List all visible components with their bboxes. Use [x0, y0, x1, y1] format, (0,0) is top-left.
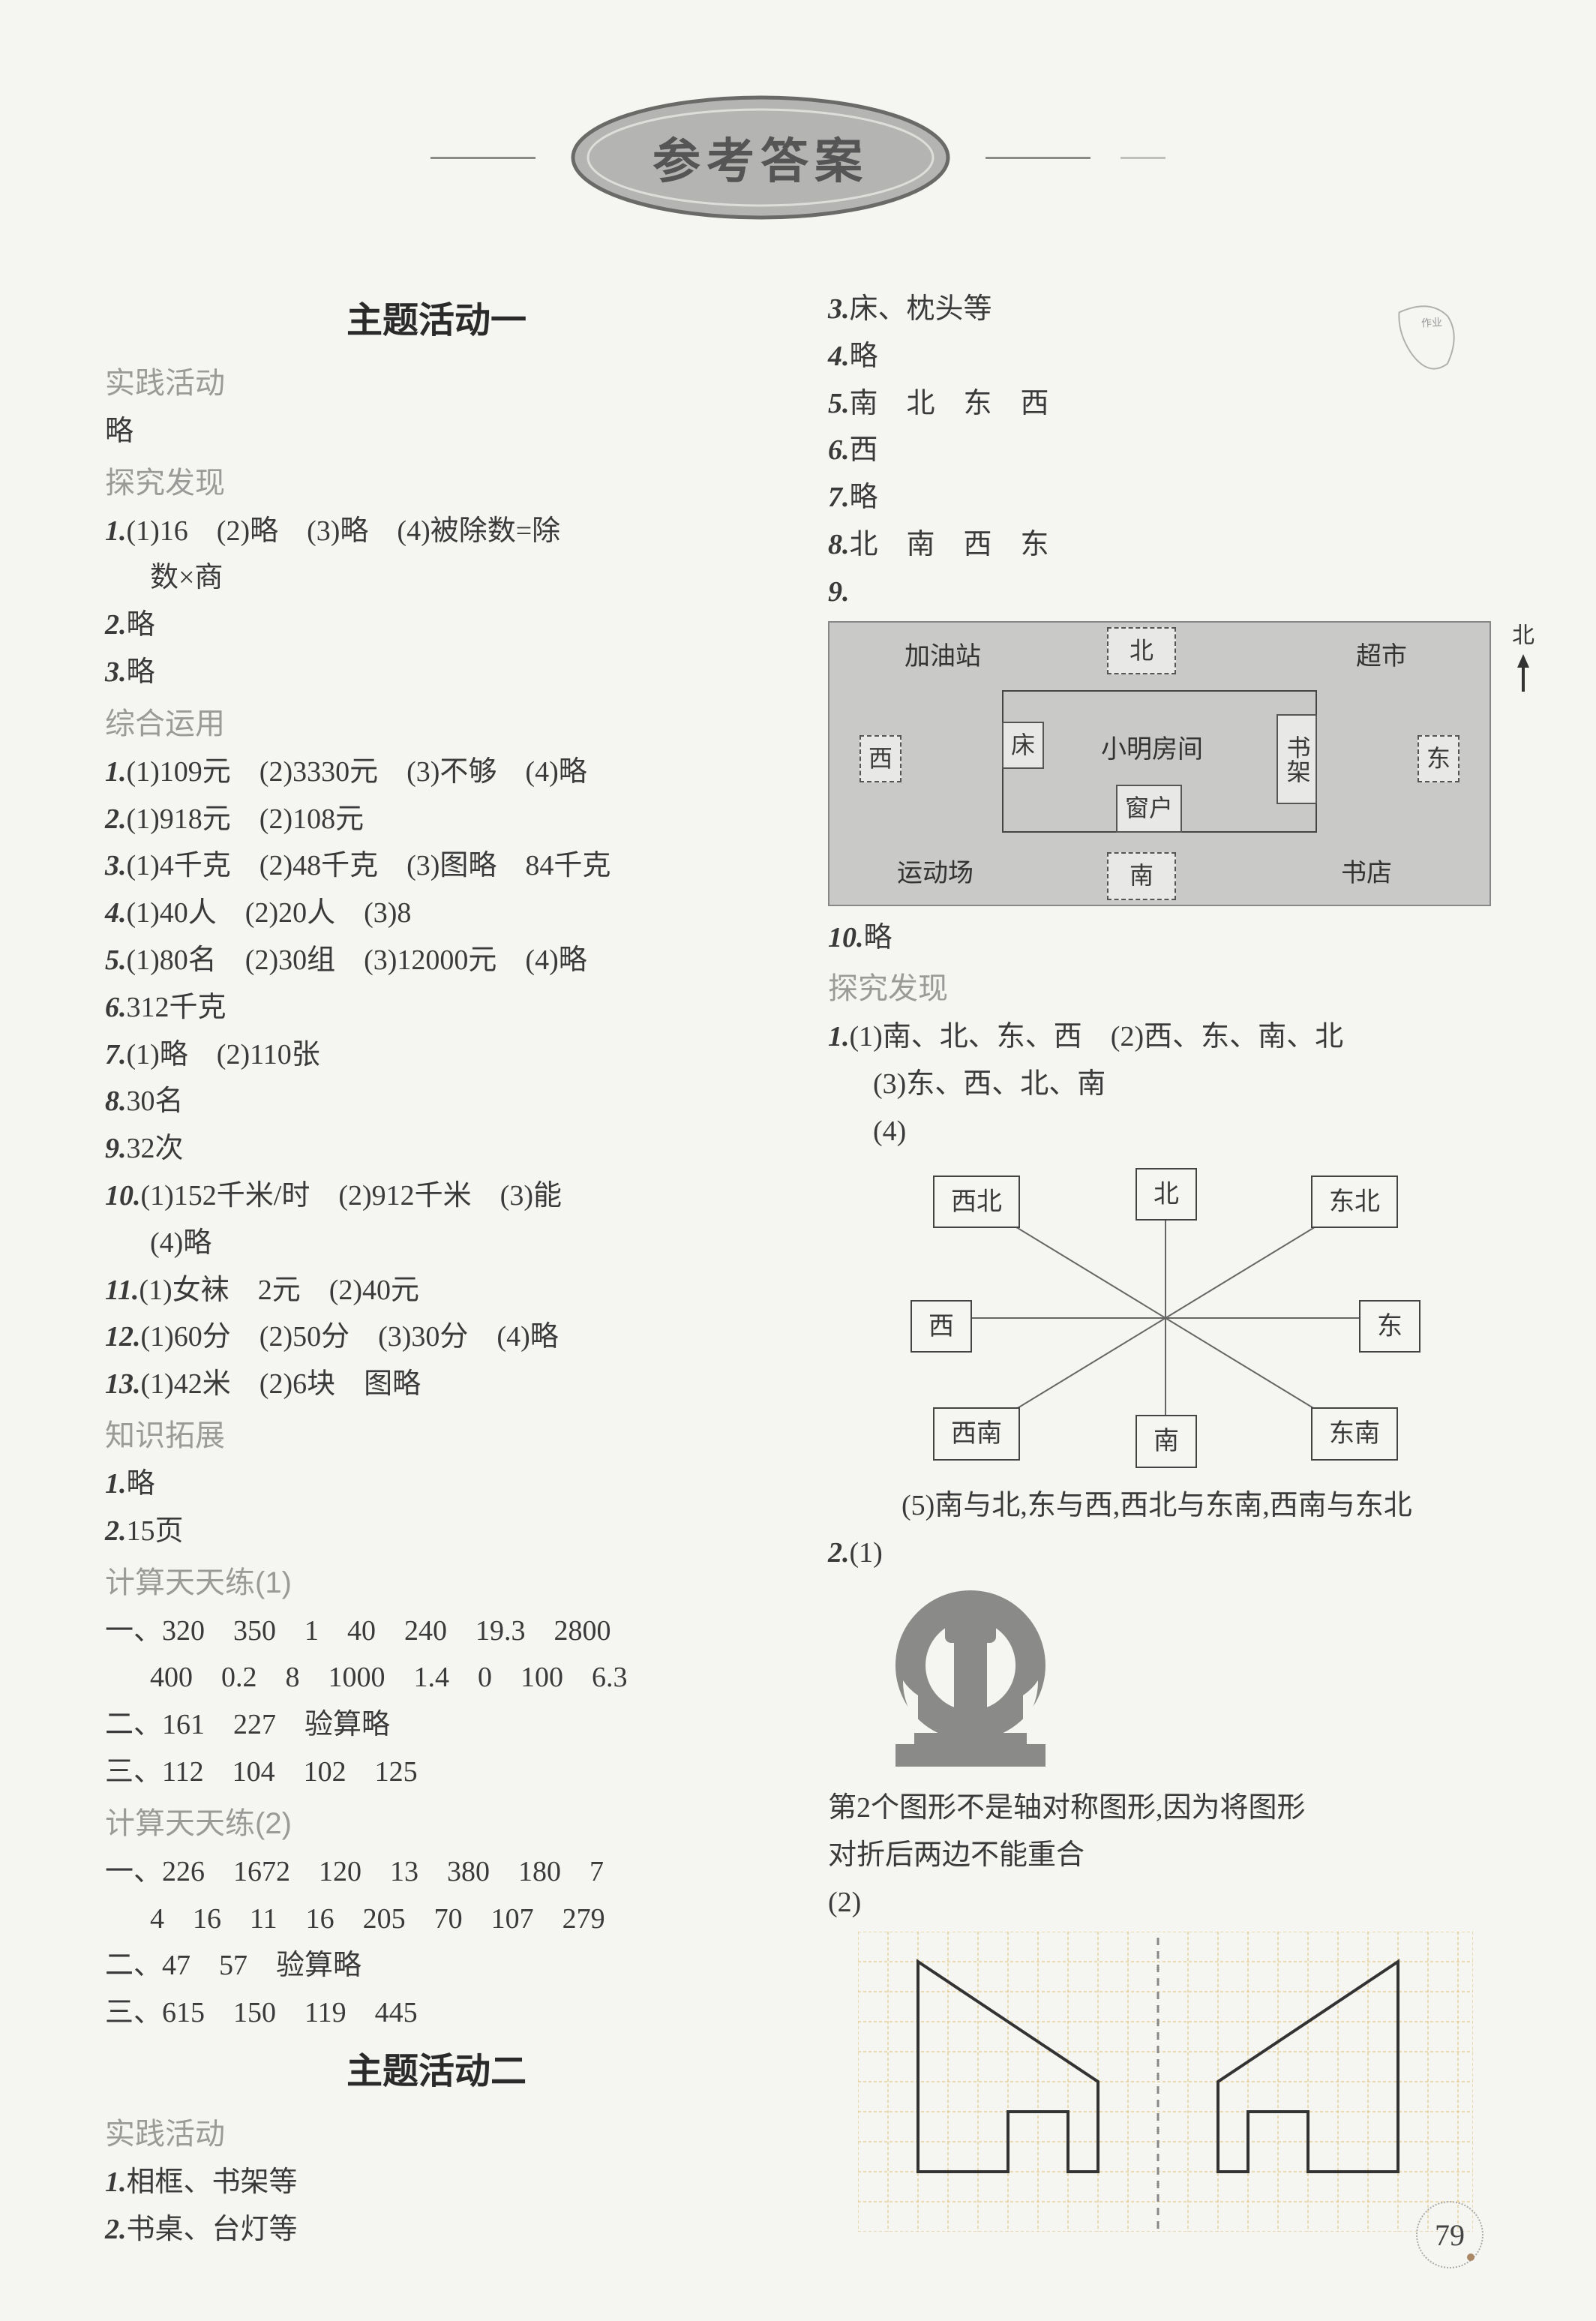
label-bookstore: 书店 [1341, 853, 1392, 893]
compass-sw: 西南 [933, 1407, 1020, 1460]
box-east: 东 [1418, 735, 1460, 782]
section-title-2: 主题活动二 [105, 2043, 768, 2101]
railway-logo-icon [873, 1583, 1068, 1778]
right-column: 作业 3.床、枕头等 4.略 5.南 北 东 西 6.西 7.略 8.北 南 西… [828, 285, 1491, 2253]
box-window: 窗户 [1116, 785, 1182, 832]
box-shelf: 书架 [1276, 714, 1317, 804]
grid-lines [858, 1932, 1473, 2232]
subheading-apply: 综合运用 [105, 700, 768, 748]
answer-text: 8.30名 [105, 1079, 768, 1124]
answer-text: 11.(1)女袜 2元 (2)40元 [105, 1268, 768, 1314]
room-inner: 床 小明房间 窗户 书架 [1002, 690, 1317, 833]
answer-text: 二、161 227 验算略 [105, 1702, 768, 1748]
answer-text: 1.略 [105, 1461, 768, 1507]
compass-n: 北 [1136, 1168, 1197, 1221]
answer-text: 4.略 [828, 334, 1491, 380]
answer-text: 二、47 57 验算略 [105, 1943, 768, 1989]
subheading-explore: 探究发现 [105, 459, 768, 507]
svg-text:作业: 作业 [1421, 317, 1443, 329]
symmetry-grid-diagram [858, 1932, 1473, 2232]
answer-text: 6.西 [828, 428, 1491, 473]
answer-text: 12.(1)60分 (2)50分 (3)30分 (4)略 [105, 1314, 768, 1360]
answer-text: 3.略 [105, 650, 768, 695]
answer-text: 2.书桌、台灯等 [105, 2207, 768, 2253]
answer-text: 2.(1) [828, 1530, 1491, 1576]
answer-text: 5.南 北 东 西 [828, 381, 1491, 427]
subheading-practice2: 实践活动 [105, 2110, 768, 2158]
compass-ne: 东北 [1311, 1176, 1398, 1228]
compass-se: 东南 [1311, 1407, 1398, 1460]
answer-text: 1.相框、书架等 [105, 2160, 768, 2205]
page-title-banner: 参考答案 [105, 90, 1491, 225]
answer-text: 8.北 南 西 东 [828, 522, 1491, 568]
left-column: 主题活动一 实践活动 略 探究发现 1.1.(1)16 (2)略 (3)略 (4… [105, 285, 768, 2253]
north-arrow-icon: 北 [1512, 618, 1534, 703]
answer-text: 400 0.2 8 1000 1.4 0 100 6.3 [105, 1655, 768, 1701]
label-room: 小明房间 [1101, 729, 1203, 770]
answer-text: 2.15页 [105, 1509, 768, 1554]
label-supermarket: 超市 [1356, 636, 1407, 677]
answer-text: 9.32次 [105, 1126, 768, 1172]
compass-nw: 西北 [933, 1176, 1020, 1228]
title-line-left [430, 157, 536, 159]
room-diagram: 北 加油站 北 超市 西 床 小明房间 窗户 书架 东 运动场 南 书店 [828, 621, 1491, 906]
answer-text: 2.略 [105, 602, 768, 648]
answer-text: 2.(1)918元 (2)108元 [105, 797, 768, 842]
box-bed: 床 [1002, 722, 1044, 769]
page-title: 参考答案 [566, 90, 956, 225]
answer-text: 3.床、枕头等 [828, 287, 1491, 332]
answer-text: 一、320 350 1 40 240 19.3 2800 [105, 1608, 768, 1654]
answer-text: 6.312千克 [105, 985, 768, 1031]
north-label: 北 [1512, 623, 1534, 648]
answer-text: 一、226 1672 120 13 380 180 7 [105, 1849, 768, 1895]
page-number: 79 [1416, 2201, 1484, 2268]
section-title-1: 主题活动一 [105, 293, 768, 350]
box-north: 北 [1107, 627, 1176, 674]
answer-text: 1.(1)南、北、东、西 (2)西、东、南、北 [828, 1014, 1491, 1060]
answer-text: 10.(1)152千米/时 (2)912千米 (3)能 [105, 1173, 768, 1219]
box-west: 西 [860, 735, 902, 782]
answer-text: 7.(1)略 (2)110张 [105, 1032, 768, 1078]
compass-e: 东 [1359, 1300, 1420, 1353]
answer-text: 第2个图形不是轴对称图形,因为将图形 [828, 1785, 1491, 1831]
answer-text: 10.略 [828, 915, 1491, 961]
answer-text: (5)南与北,东与西,西北与东南,西南与东北 [828, 1483, 1491, 1529]
subheading-calc1: 计算天天练(1) [105, 1559, 768, 1607]
answer-text: 三、112 104 102 125 [105, 1749, 768, 1795]
answer-text: (4)略 [105, 1221, 768, 1266]
page-number-value: 79 [1435, 2217, 1465, 2253]
answer-text: 7.略 [828, 475, 1491, 521]
title-line-right [986, 157, 1090, 159]
answer-text: 5.(1)80名 (2)30组 (3)12000元 (4)略 [105, 938, 768, 983]
subheading-extend: 知识拓展 [105, 1412, 768, 1460]
subheading-practice: 实践活动 [105, 359, 768, 407]
box-south: 南 [1107, 852, 1176, 899]
answer-text: 三、615 150 119 445 [105, 1990, 768, 2036]
answer-text: (2) [828, 1880, 1491, 1926]
title-line-right-2 [1120, 157, 1166, 159]
answer-text: (3)东、西、北、南 [828, 1061, 1491, 1107]
answer-text: 数×商 [105, 555, 768, 601]
label-field: 运动场 [897, 853, 974, 893]
answer-text: 1.1.(1)16 (2)略 (3)略 (4)被除数=除(1)16 (2)略 (… [105, 509, 768, 554]
label-gas: 加油站 [904, 636, 981, 677]
answer-text: 9. [828, 569, 1491, 615]
answer-text: 对折后两边不能重合 [828, 1833, 1491, 1878]
answer-text: 13.(1)42米 (2)6块 图略 [105, 1362, 768, 1407]
title-ellipse: 参考答案 [566, 90, 956, 225]
answer-text: 4.(1)40人 (2)20人 (3)8 [105, 890, 768, 936]
answer-text: 3.(1)4千克 (2)48千克 (3)图略 84千克 [105, 843, 768, 889]
compass-w: 西 [910, 1300, 972, 1353]
answer-text: (4) [828, 1109, 1491, 1154]
answer-text: 4 16 11 16 205 70 107 279 [105, 1896, 768, 1942]
compass-s: 南 [1136, 1415, 1197, 1467]
answer-text: 1.(1)109元 (2)3330元 (3)不够 (4)略 [105, 749, 768, 795]
subheading-calc2: 计算天天练(2) [105, 1800, 768, 1848]
answer-text: 略 [105, 409, 768, 455]
compass-diagram: 西北 北 东北 西 东 西南 南 东南 [858, 1160, 1473, 1476]
subheading-explore2: 探究发现 [828, 965, 1491, 1013]
